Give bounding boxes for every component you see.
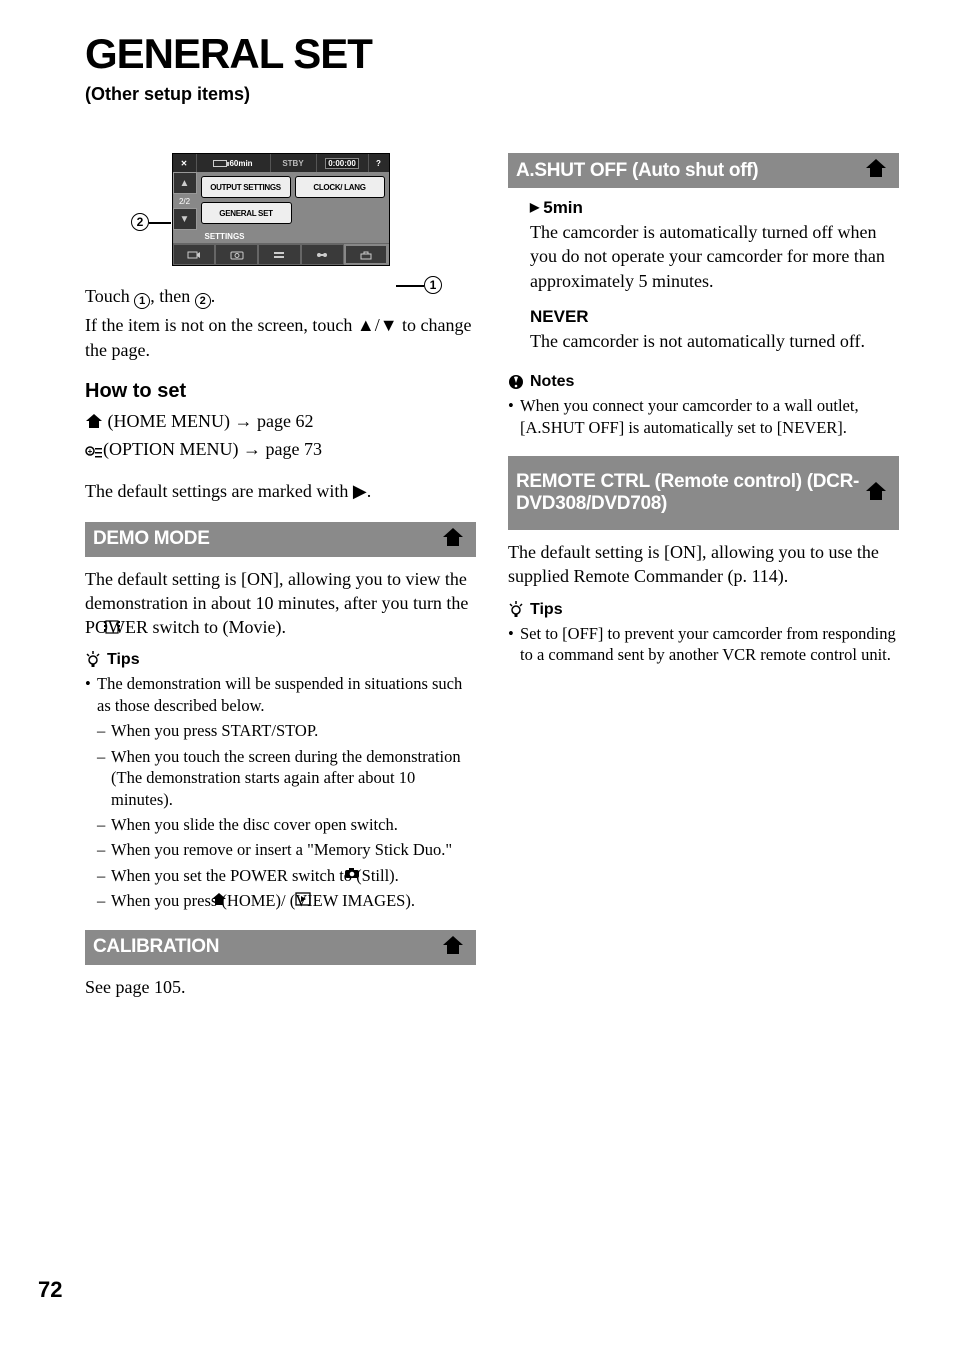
lcd-screenshot: 2 1 ✕ 60min STBY 0:00:00 ? ▲ 2/ <box>85 153 476 266</box>
lcd-stby: STBY <box>271 154 317 172</box>
tips-icon <box>85 651 101 669</box>
lcd-bot-toolbox-icon <box>344 244 389 265</box>
lcd-time: 0:00:00 <box>317 154 369 172</box>
notes-icon <box>508 374 524 390</box>
opt-never-heading: NEVER <box>530 307 899 327</box>
lcd-help-icon: ? <box>369 154 389 172</box>
camera-icon <box>344 867 360 879</box>
tips-list: The demonstration will be suspended in s… <box>85 673 476 911</box>
page-subtitle: (Other setup items) <box>85 84 899 105</box>
home-menu-line: (HOME MENU) → page 62 <box>85 409 476 433</box>
lcd-pagenum: 2/2 <box>173 194 197 208</box>
lcd-settings-label: SETTINGS <box>201 228 385 243</box>
leader-1 <box>396 285 424 287</box>
page-change-instruction: If the item is not on the screen, touch … <box>85 313 476 362</box>
lcd-panel-clock: CLOCK/ LANG <box>295 176 385 198</box>
lcd-panel-general: GENERAL SET <box>201 202 292 224</box>
lcd-down-icon: ▼ <box>173 208 197 230</box>
demo-mode-bar: DEMO MODE <box>85 522 476 557</box>
opt-5min-body: The camcorder is automatically turned of… <box>530 220 899 293</box>
ashutoff-bar: A.SHUT OFF (Auto shut off) <box>508 153 899 188</box>
remote-title: REMOTE CTRL (Remote control) (DCR-DVD308… <box>516 471 865 515</box>
triangle-icon: ▶ <box>530 200 539 214</box>
home-icon <box>442 527 468 552</box>
tip-item: When you remove or insert a "Memory Stic… <box>97 839 476 860</box>
home-icon <box>211 892 227 906</box>
tips-heading-right: Tips <box>508 601 899 619</box>
calibration-title: CALIBRATION <box>93 936 442 958</box>
page-number: 72 <box>38 1277 62 1303</box>
lcd-bot-list-icon <box>258 244 301 265</box>
svg-text:+: + <box>88 447 93 456</box>
callout-2: 2 <box>131 213 149 231</box>
leader-2 <box>149 222 171 224</box>
notes-heading: Notes <box>508 373 899 391</box>
lcd-close-icon: ✕ <box>173 154 197 172</box>
demo-mode-body: The default setting is [ON], allowing yo… <box>85 567 476 640</box>
tips-heading: Tips <box>85 651 476 669</box>
home-icon <box>85 413 103 429</box>
opt-5min-heading: ▶5min <box>530 198 899 218</box>
calibration-body: See page 105. <box>85 975 476 999</box>
notes-item: When you connect your camcorder to a wal… <box>508 395 899 438</box>
callout-1: 1 <box>424 276 442 294</box>
option-menu-line: + (OPTION MENU) → page 73 <box>85 437 476 463</box>
remote-bar: REMOTE CTRL (Remote control) (DCR-DVD308… <box>508 456 899 530</box>
tip-item: When you press (HOME)/ (VIEW IMAGES). <box>97 890 476 911</box>
how-to-set-heading: How to set <box>85 380 476 403</box>
home-icon <box>865 481 891 506</box>
lcd-bot-net-icon <box>301 244 344 265</box>
tips-intro: The demonstration will be suspended in s… <box>85 673 476 911</box>
lcd-bot-photo-icon <box>215 244 258 265</box>
tips-item-right: Set to [OFF] to prevent your camcorder f… <box>508 623 899 666</box>
tips-icon <box>508 601 524 619</box>
tip-item: When you slide the disc cover open switc… <box>97 814 476 835</box>
play-icon <box>295 892 311 906</box>
tip-item: When you touch the screen during the dem… <box>97 746 476 810</box>
home-icon <box>865 158 891 183</box>
tips-list-right: Set to [OFF] to prevent your camcorder f… <box>508 623 899 666</box>
page-title: GENERAL SET <box>85 30 899 78</box>
tip-item: When you press START/STOP. <box>97 720 476 741</box>
option-icon: + <box>85 444 103 463</box>
lcd-panel-output: OUTPUT SETTINGS <box>201 176 291 198</box>
lcd-bot-cam-icon <box>173 244 216 265</box>
touch-instruction: Touch 1, then 2. <box>85 284 476 309</box>
tip-item: When you set the POWER switch to (Still)… <box>97 865 476 886</box>
home-icon <box>442 935 468 960</box>
default-marked-text: The default settings are marked with ▶. <box>85 479 476 503</box>
opt-never-body: The camcorder is not automatically turne… <box>530 329 899 353</box>
demo-mode-title: DEMO MODE <box>93 528 442 550</box>
film-icon <box>104 620 120 634</box>
lcd-battery: 60min <box>197 154 271 172</box>
calibration-bar: CALIBRATION <box>85 930 476 965</box>
ashutoff-title: A.SHUT OFF (Auto shut off) <box>516 160 865 182</box>
lcd-up-icon: ▲ <box>173 172 197 194</box>
notes-list: When you connect your camcorder to a wal… <box>508 395 899 438</box>
remote-body: The default setting is [ON], allowing yo… <box>508 540 899 589</box>
